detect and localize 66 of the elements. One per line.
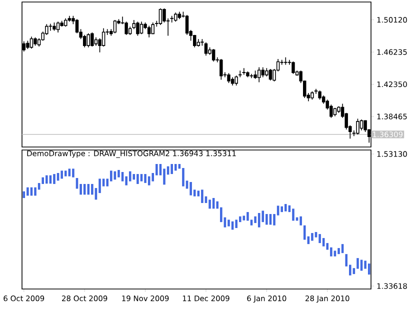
- bar: [311, 233, 314, 241]
- bar: [174, 164, 177, 171]
- candlestick: [140, 21, 144, 34]
- candlestick: [360, 119, 364, 131]
- candlestick: [356, 118, 360, 135]
- candlestick: [158, 8, 162, 26]
- bar: [64, 170, 67, 176]
- bar: [266, 214, 268, 225]
- bar: [144, 174, 146, 183]
- candlestick: [250, 74, 254, 78]
- bar: [26, 187, 29, 196]
- candlestick: [227, 72, 230, 84]
- candlestick: [318, 90, 322, 100]
- candlestick: [30, 36, 34, 50]
- candlestick: [102, 28, 106, 47]
- bar: [280, 206, 283, 212]
- bar: [208, 200, 211, 209]
- bar: [136, 174, 139, 184]
- bar: [68, 168, 71, 176]
- bar: [118, 170, 120, 178]
- candlestick: [204, 42, 208, 56]
- bar: [60, 170, 63, 179]
- candlestick: [136, 21, 140, 36]
- bar: [190, 182, 192, 196]
- bar: [338, 248, 340, 254]
- bar: [182, 168, 184, 186]
- bar: [53, 174, 56, 184]
- bar: [284, 204, 287, 212]
- candlestick: [261, 66, 264, 78]
- bar: [334, 250, 336, 256]
- candlestick: [48, 23, 52, 32]
- bar: [235, 220, 238, 228]
- bar: [292, 208, 294, 221]
- bar: [34, 187, 36, 196]
- candlestick: [192, 34, 196, 48]
- bar: [201, 190, 204, 203]
- bar: [72, 168, 74, 178]
- bar: [46, 175, 48, 184]
- candlestick: [284, 56, 288, 66]
- candlestick: [292, 61, 295, 74]
- candlestick: [257, 66, 261, 83]
- bar: [242, 216, 246, 220]
- candlestick: [268, 68, 272, 81]
- candlestick: [314, 88, 318, 94]
- candlestick: [75, 18, 79, 34]
- candlestick: [86, 32, 90, 48]
- bar: [254, 216, 256, 224]
- bar: [318, 234, 321, 244]
- bar: [330, 247, 332, 256]
- candlestick: [56, 21, 60, 33]
- bar: [303, 225, 306, 240]
- candlestick: [174, 12, 178, 22]
- candlestick: [132, 20, 136, 30]
- bar: [128, 171, 132, 182]
- candlestick: [185, 14, 189, 36]
- bar: [170, 164, 173, 174]
- bar: [140, 174, 143, 182]
- candlestick: [113, 20, 117, 34]
- candlestick: [220, 58, 223, 80]
- bar: [228, 220, 230, 226]
- candlestick: [212, 48, 216, 62]
- bar: [300, 216, 302, 226]
- candlestick: [242, 68, 246, 76]
- candlestick: [90, 32, 94, 47]
- candlestick: [82, 34, 86, 48]
- candlestick: [147, 25, 151, 38]
